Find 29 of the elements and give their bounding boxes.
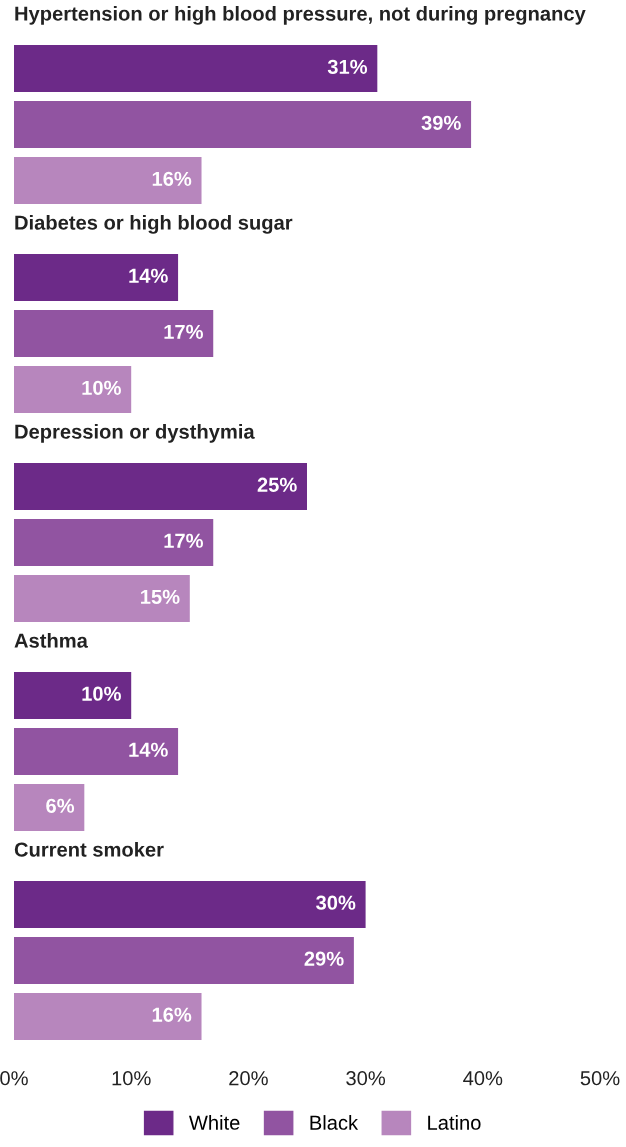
data-label: 16% <box>152 1007 192 1022</box>
x-tick-label: 20% <box>229 1071 268 1086</box>
y-tick-label: Hypertension or high blood pressure, not during pregnancy <box>15 5 586 25</box>
data-label: 17% <box>164 324 203 339</box>
data-label: 10% <box>82 686 121 701</box>
y-tick-label: Current smoker <box>14 841 164 857</box>
data-label: 6% <box>46 798 75 813</box>
data-label: 14% <box>129 742 168 757</box>
y-tick-label: Depression or dysthymia <box>15 424 255 443</box>
data-label: 39% <box>421 115 461 130</box>
data-label: 17% <box>164 533 203 548</box>
x-tick-label: 40% <box>463 1071 503 1086</box>
legend-label: Latino <box>428 1115 481 1130</box>
x-tick-label: 10% <box>112 1071 151 1086</box>
x-tick-label: 0% <box>0 1071 28 1086</box>
data-label: 15% <box>141 589 180 604</box>
data-label: 16% <box>152 171 192 186</box>
y-tick-label: Diabetes or high blood sugar <box>15 214 293 234</box>
x-tick-label: 30% <box>346 1071 386 1086</box>
data-label: 30% <box>316 895 356 910</box>
data-label: 31% <box>327 59 368 74</box>
y-tick-label: Asthma <box>14 632 88 648</box>
x-tick-label: 50% <box>580 1071 620 1086</box>
legend-label: Black <box>310 1115 359 1130</box>
data-label: 14% <box>129 268 168 283</box>
data-label: 10% <box>82 380 121 395</box>
data-label: 25% <box>257 477 297 492</box>
legend-label: White <box>188 1115 240 1130</box>
data-label: 29% <box>304 951 344 966</box>
